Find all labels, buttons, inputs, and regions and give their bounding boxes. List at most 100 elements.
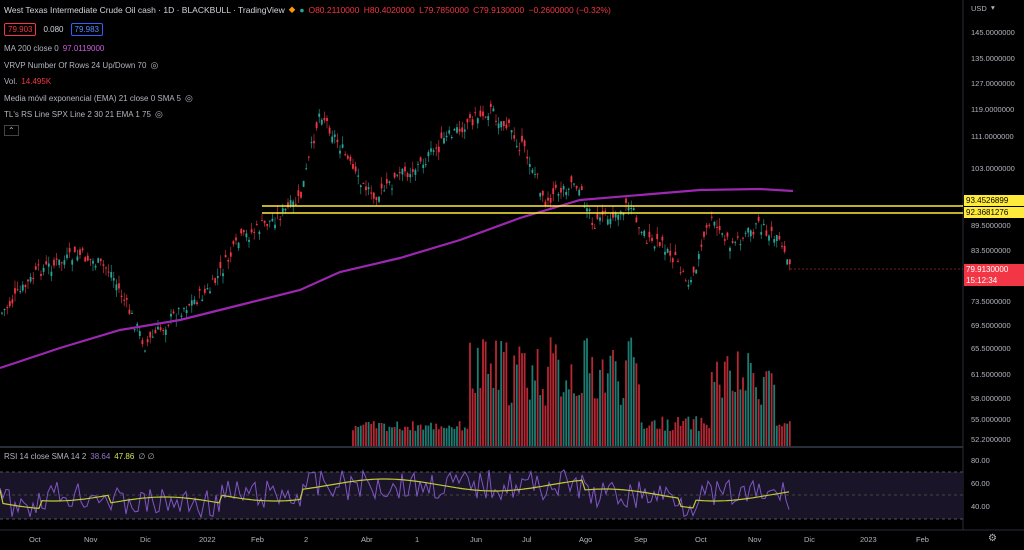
candle-body <box>76 256 79 261</box>
candle-body <box>703 231 705 237</box>
candle-body <box>552 188 555 195</box>
candle-body <box>474 112 477 114</box>
currency-label[interactable]: USD <box>971 4 987 13</box>
candle-body <box>541 190 544 196</box>
price-tick: 145.0000000 <box>971 28 1015 37</box>
volume-bar <box>770 373 773 446</box>
candle-body <box>320 119 323 125</box>
candle-body <box>370 192 373 194</box>
candle-body <box>357 175 360 177</box>
candle-body <box>224 254 227 258</box>
candle-body <box>640 231 643 234</box>
bid-ask-row: 79.903 0.080 79.983 <box>4 23 103 36</box>
price-tick: 135.0000000 <box>971 54 1015 63</box>
alert-icon[interactable]: ◆ <box>288 4 296 14</box>
market-status-icon[interactable]: ● <box>299 4 305 15</box>
candle-body <box>476 118 479 124</box>
candle-body <box>105 267 107 269</box>
candle-body <box>222 273 224 277</box>
candle-body <box>755 223 757 225</box>
candle-body <box>341 144 344 148</box>
candle-body <box>138 331 141 337</box>
indicator-vrvp[interactable]: VRVP Number Of Rows 24 Up/Down 70 ◎ <box>4 60 158 71</box>
candle-body <box>443 138 445 144</box>
candle-body <box>661 236 664 241</box>
hidden-eye-icon[interactable]: ◎ <box>150 60 159 70</box>
time-axis[interactable]: Oct Nov Dic 2022 Feb 2 Abr 1 Jun Jul Ago Sep Oct Nov D… <box>0 530 963 550</box>
candle-body <box>206 288 209 290</box>
volume-bar <box>752 373 755 446</box>
ohlc-low: L79.7850000 <box>419 4 469 15</box>
volume-bar <box>508 405 510 446</box>
candle-body <box>622 212 625 216</box>
volume-bar <box>778 424 781 446</box>
candle-body <box>253 231 256 233</box>
volume-bar <box>768 370 770 446</box>
candle-body <box>339 150 341 154</box>
settings-gear-icon[interactable]: ⚙ <box>988 533 997 544</box>
candle-body <box>580 186 583 190</box>
indicator-ema[interactable]: Media móvil exponencial (EMA) 21 close 0… <box>4 93 193 104</box>
candle-body <box>177 308 180 310</box>
candle-body <box>653 246 656 249</box>
rsi-tick: 40.00 <box>971 502 990 511</box>
rsi-axis[interactable]: 80.00 60.00 40.00 <box>963 447 1024 530</box>
currency-dropdown-icon[interactable]: ▾ <box>991 3 995 12</box>
indicator-volume[interactable]: Vol. 14.495K <box>4 77 51 86</box>
candle-body <box>762 223 765 226</box>
candle-body <box>775 235 778 241</box>
hidden-eye-icon[interactable]: ◎ <box>184 93 193 103</box>
collapse-chevron-icon[interactable]: ⌃ <box>4 125 19 136</box>
candle-body <box>131 312 133 314</box>
indicator-ma200[interactable]: MA 200 close 0 97.0119000 <box>4 44 104 53</box>
price-axis[interactable]: USD ▾ 145.0000000 135.0000000 127.0000000 1… <box>963 0 1024 530</box>
candle-body <box>726 232 729 237</box>
volume-bar <box>713 381 716 446</box>
candle-body <box>586 208 588 212</box>
buy-button[interactable]: 79.983 <box>70 23 103 36</box>
volume-bar <box>432 429 435 446</box>
candle-body <box>752 231 755 235</box>
hidden-eye-icon[interactable]: ◎ <box>154 109 163 119</box>
time-tick: Abr <box>361 535 373 544</box>
candle-body <box>378 196 380 202</box>
volume-bar <box>599 369 601 446</box>
price-tick: 55.0000000 <box>971 415 1011 424</box>
volume-bar <box>437 429 440 446</box>
candle-body <box>55 258 58 260</box>
volume-bar <box>757 399 760 446</box>
candle-body <box>203 288 206 293</box>
indicator-rsi[interactable]: RSI 14 close SMA 14 2 38.64 47.86 ∅ ∅ <box>4 452 155 461</box>
candle-body <box>216 276 219 279</box>
legend-collapse[interactable]: ⌃ <box>4 125 19 136</box>
candle-body <box>773 239 776 243</box>
candle-body <box>333 134 336 137</box>
candle-body <box>697 254 700 260</box>
candle-body <box>612 211 614 218</box>
volume-bar <box>469 342 471 446</box>
volume-bar <box>739 389 742 446</box>
candle-body <box>781 245 783 247</box>
symbol-title[interactable]: West Texas Intermediate Crude Oil cash ·… <box>4 4 285 15</box>
candle-body <box>136 323 139 326</box>
candle-body <box>518 150 521 152</box>
volume-bar <box>552 353 555 446</box>
sell-button[interactable]: 79.903 <box>4 23 37 36</box>
candle-body <box>24 285 27 288</box>
candle-body <box>710 216 713 218</box>
price-tick: 65.5000000 <box>971 344 1011 353</box>
indicator-rs-line[interactable]: TL's RS Line SPX Line 2 30 21 EMA 1 75 ◎ <box>4 109 163 120</box>
candle-body <box>102 264 105 266</box>
candle-body <box>495 120 497 122</box>
volume-bar <box>513 355 516 446</box>
candle-body <box>89 258 92 260</box>
candle-body <box>440 132 443 139</box>
volume-bar <box>404 426 406 446</box>
volume-bar <box>788 421 791 446</box>
indicator-label: Media móvil exponencial (EMA) 21 close 0… <box>4 94 181 103</box>
volume-bar <box>695 416 698 446</box>
ohlc-close: C79.9130000 <box>473 4 525 15</box>
candle-body <box>554 184 557 188</box>
volume-bar <box>430 422 432 446</box>
